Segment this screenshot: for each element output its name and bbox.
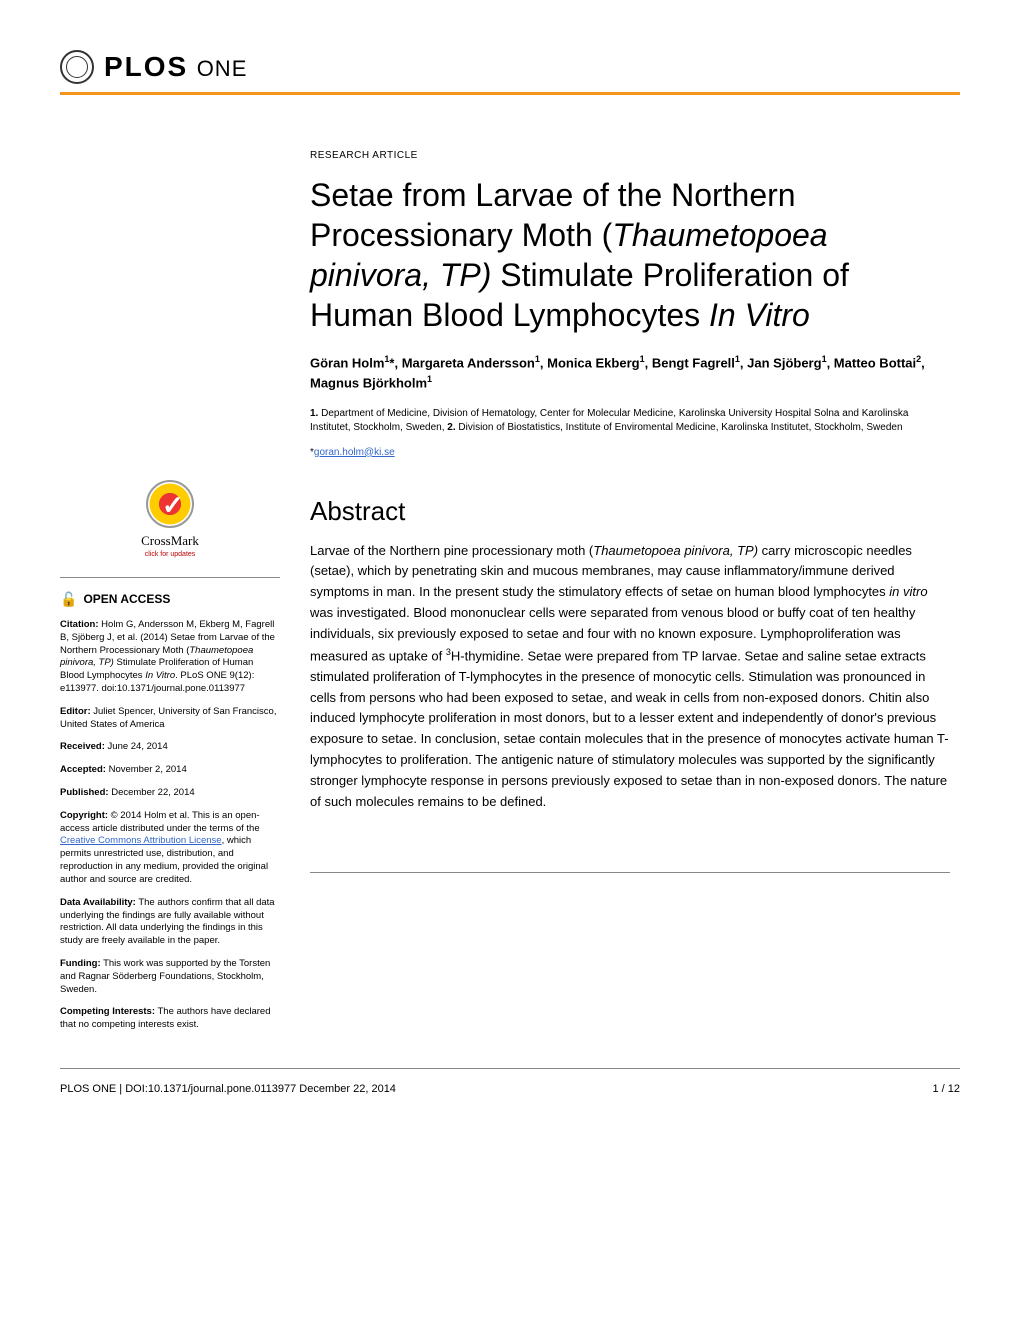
citation-label: Citation: [60, 619, 99, 630]
footer-right: 1 / 12 [932, 1083, 960, 1095]
article-title: Setae from Larvae of the Northern Proces… [310, 175, 950, 335]
accepted-label: Accepted: [60, 764, 106, 775]
editor-text: Juliet Spencer, University of San Franci… [60, 706, 276, 730]
open-access-label: OPEN ACCESS [83, 591, 170, 607]
accent-bar [60, 92, 960, 95]
abstract-heading: Abstract [310, 496, 950, 527]
lock-icon: 🔓 [60, 590, 77, 609]
data-availability-block: Data Availability: The authors confirm t… [60, 897, 280, 948]
crossmark-label: CrossMark [141, 532, 199, 550]
author-list: Göran Holm1*, Margareta Andersson1, Moni… [310, 353, 950, 393]
copyright-block: Copyright: © 2014 Holm et al. This is an… [60, 810, 280, 887]
funding-block: Funding: This work was supported by the … [60, 958, 280, 996]
published-label: Published: [60, 787, 109, 798]
page: PLOS ONE CrossMark click for updates 🔓 O… [0, 0, 1020, 1125]
logo-plos: PLOS [104, 51, 188, 82]
content-columns: CrossMark click for updates 🔓 OPEN ACCES… [60, 150, 960, 1042]
plos-logo-icon [60, 50, 94, 84]
title-italic2: In Vitro [709, 297, 810, 333]
data-label: Data Availability: [60, 897, 136, 908]
journal-logo-text: PLOS ONE [104, 51, 247, 83]
logo-one: ONE [197, 56, 248, 81]
page-footer: PLOS ONE | DOI:10.1371/journal.pone.0113… [60, 1068, 960, 1095]
sidebar: CrossMark click for updates 🔓 OPEN ACCES… [60, 150, 280, 1042]
accepted-block: Accepted: November 2, 2014 [60, 764, 280, 777]
editor-block: Editor: Juliet Spencer, University of Sa… [60, 706, 280, 732]
crossmark-icon [146, 480, 194, 528]
cc-license-link[interactable]: Creative Commons Attribution License [60, 835, 222, 846]
editor-label: Editor: [60, 706, 91, 717]
corresponding-email-link[interactable]: goran.holm@ki.se [314, 447, 395, 458]
received-block: Received: June 24, 2014 [60, 741, 280, 754]
copyright-label: Copyright: [60, 810, 108, 821]
citation-italic2: In Vitro [145, 670, 175, 681]
divider [60, 577, 280, 578]
affiliations: 1. Department of Medicine, Division of H… [310, 407, 950, 435]
received-text: June 24, 2014 [105, 741, 168, 752]
crossmark-sublabel: click for updates [145, 550, 196, 559]
competing-block: Competing Interests: The authors have de… [60, 1006, 280, 1032]
crossmark-widget[interactable]: CrossMark click for updates [60, 480, 280, 559]
abstract-text: Larvae of the Northern pine processionar… [310, 541, 950, 813]
footer-left: PLOS ONE | DOI:10.1371/journal.pone.0113… [60, 1083, 396, 1095]
accepted-text: November 2, 2014 [106, 764, 187, 775]
published-block: Published: December 22, 2014 [60, 787, 280, 800]
main-column: RESEARCH ARTICLE Setae from Larvae of th… [310, 150, 950, 1042]
funding-label: Funding: [60, 958, 101, 969]
article-type: RESEARCH ARTICLE [310, 150, 950, 161]
journal-header: PLOS ONE [60, 50, 960, 84]
citation-block: Citation: Holm G, Andersson M, Ekberg M,… [60, 619, 280, 696]
abstract-end-rule [310, 872, 950, 873]
corresponding-author: *goran.holm@ki.se [310, 447, 950, 458]
published-text: December 22, 2014 [109, 787, 195, 798]
received-label: Received: [60, 741, 105, 752]
open-access-badge: 🔓 OPEN ACCESS [60, 590, 280, 609]
competing-label: Competing Interests: [60, 1006, 155, 1017]
